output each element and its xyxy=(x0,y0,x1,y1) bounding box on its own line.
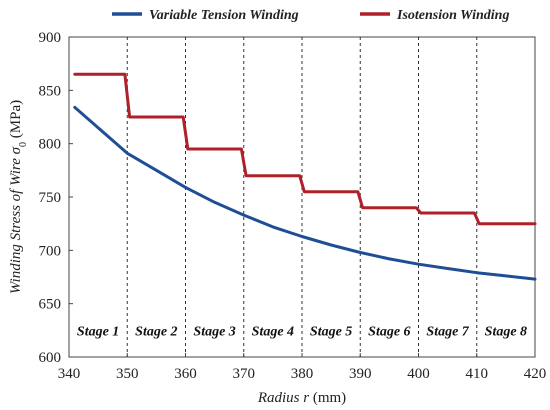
series-line-isotension-winding xyxy=(73,72,537,226)
x-tick-label-360: 360 xyxy=(174,366,197,382)
x-tick-label-340: 340 xyxy=(58,366,81,382)
x-tick-label-370: 370 xyxy=(233,366,256,382)
stage-label-1: Stage 1 xyxy=(77,324,119,339)
stage-labels: Stage 1 Stage 2 Stage 3 Stage 4 Stage 5 Stage… xyxy=(77,324,527,339)
y-tick-label-750: 750 xyxy=(39,190,62,206)
series-line-variable-tension-winding xyxy=(73,105,537,281)
stage-label-2: Stage 2 xyxy=(135,324,177,339)
series-layer xyxy=(73,72,537,281)
legend-label-isotension-winding: Isotension Winding xyxy=(396,8,509,23)
legend: Variable Tension Winding Isotension Windi… xyxy=(112,8,509,23)
stage-label-7: Stage 7 xyxy=(426,324,469,339)
x-axis-label: Radius r (mm) xyxy=(257,390,346,406)
stage-dividers xyxy=(126,37,478,357)
stage-label-6: Stage 6 xyxy=(368,324,410,339)
legend-label-variable-tension-winding: Variable Tension Winding xyxy=(149,8,299,23)
y-axis-label: Winding Stress of Wire σ0 (MPa) xyxy=(8,100,29,294)
x-tick-label-420: 420 xyxy=(524,366,547,382)
x-tick-label-380: 380 xyxy=(291,366,314,382)
stage-label-8: Stage 8 xyxy=(485,324,527,339)
y-tick-label-600: 600 xyxy=(39,350,62,366)
x-tick-label-400: 400 xyxy=(407,366,430,382)
y-tick-label-700: 700 xyxy=(39,243,62,259)
y-tick-label-850: 850 xyxy=(39,83,62,99)
y-tick-label-650: 650 xyxy=(39,297,62,313)
axis-ticks: 600 650 700 750 800 850 900 340 350 360 370 380 390 4… xyxy=(39,30,547,382)
x-tick-label-410: 410 xyxy=(466,366,489,382)
stage-label-3: Stage 3 xyxy=(193,324,235,339)
stage-label-4: Stage 4 xyxy=(252,324,294,339)
stage-label-5: Stage 5 xyxy=(310,324,352,339)
x-tick-label-390: 390 xyxy=(349,366,372,382)
y-tick-label-800: 800 xyxy=(39,137,62,153)
x-tick-label-350: 350 xyxy=(116,366,139,382)
y-tick-label-900: 900 xyxy=(39,30,62,46)
